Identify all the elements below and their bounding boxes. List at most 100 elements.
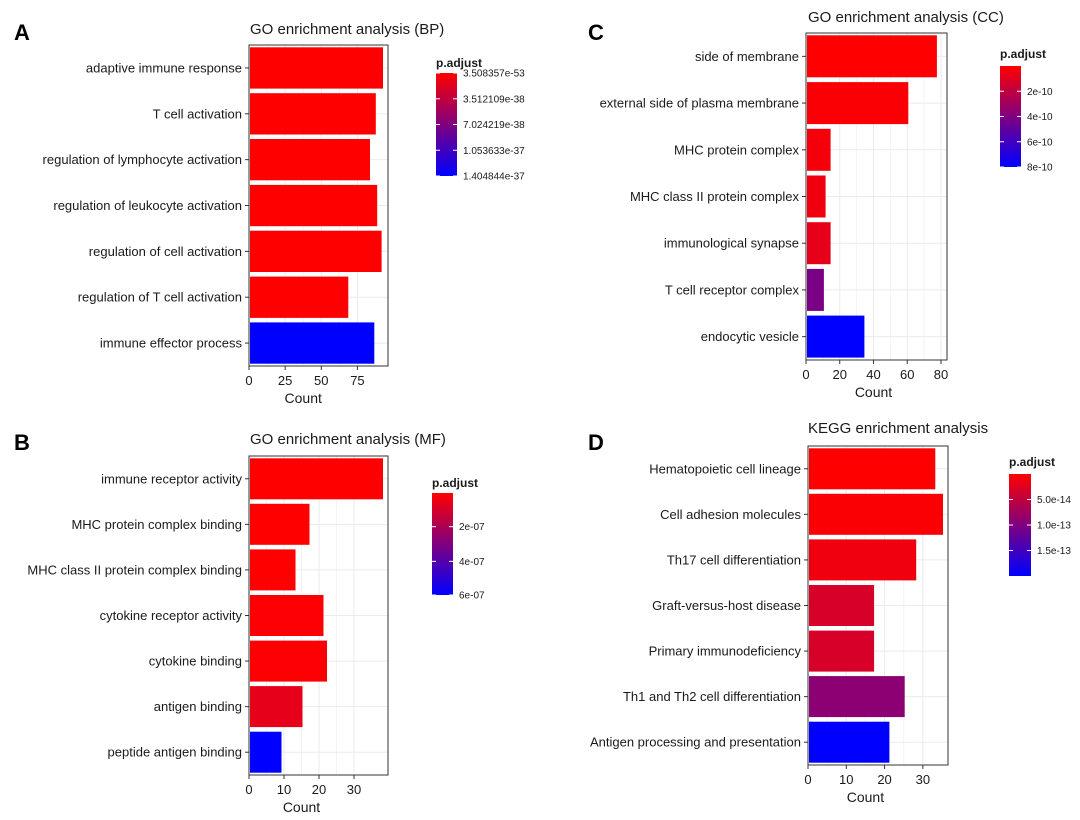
category-label: Primary immunodeficiency — [649, 644, 802, 659]
bar — [250, 47, 383, 89]
bar — [807, 128, 831, 171]
panel-letter-a: A — [14, 20, 30, 45]
panel-letter-c: C — [588, 20, 604, 45]
legend-colorbar — [1000, 66, 1021, 167]
category-label: Graft-versus-host disease — [652, 598, 801, 613]
category-label: endocytic vesicle — [701, 329, 799, 344]
bar — [809, 585, 875, 626]
cc-enrichment-panel: GO enrichment analysis (CC) side of membr… — [600, 9, 1053, 400]
category-label: immune effector process — [100, 336, 243, 351]
legend-tick-label: 1.0e-13 — [1037, 521, 1071, 532]
bar — [807, 268, 824, 311]
category-label: MHC protein complex — [674, 142, 799, 157]
x-tick-label: 20 — [877, 772, 891, 787]
legend-tick-label: 5.0e-14 — [1037, 495, 1071, 506]
bar — [250, 184, 378, 227]
panel-title: GO enrichment analysis (CC) — [808, 9, 1004, 26]
category-label: external side of plasma membrane — [600, 96, 799, 111]
legend-tick-label: 6e-07 — [459, 591, 485, 602]
legend-tick-label: 1.5e-13 — [1037, 546, 1071, 557]
x-tick-label: 0 — [245, 373, 252, 388]
category-label: adaptive immune response — [86, 60, 242, 75]
bar — [807, 222, 831, 265]
x-tick-label: 10 — [277, 782, 291, 797]
x-tick-label: 20 — [833, 367, 847, 382]
bar — [250, 230, 382, 272]
category-label: Cell adhesion molecules — [660, 507, 801, 522]
bar — [250, 503, 310, 545]
panel-title: GO enrichment analysis (BP) — [250, 21, 444, 38]
category-label: T cell receptor complex — [665, 282, 800, 297]
legend-tick-label: 3.512109e-38 — [463, 94, 525, 105]
bar — [250, 322, 375, 364]
bar — [250, 458, 383, 500]
category-label: regulation of cell activation — [89, 244, 242, 259]
category-label: MHC class II protein complex — [630, 189, 800, 204]
x-tick-label: 80 — [934, 367, 948, 382]
bar — [809, 630, 875, 672]
x-axis-title: Count — [847, 789, 884, 805]
legend-tick-label: 4e-07 — [459, 557, 485, 568]
x-tick-label: 10 — [839, 772, 853, 787]
x-axis-title: Count — [285, 390, 322, 406]
category-label: T cell activation — [153, 106, 242, 121]
bar — [807, 35, 937, 78]
category-label: regulation of leukocyte activation — [53, 198, 242, 213]
bar — [250, 549, 296, 591]
category-label: immunological synapse — [664, 236, 799, 251]
x-tick-label: 40 — [866, 367, 880, 382]
panel-letter-d: D — [588, 430, 604, 455]
bar — [809, 493, 943, 535]
x-tick-label: 20 — [312, 782, 326, 797]
legend-title: p.adjust — [1009, 455, 1055, 469]
mf-enrichment-panel: GO enrichment analysis (MF) immune recept… — [27, 431, 485, 815]
category-label: MHC class II protein complex binding — [27, 562, 242, 577]
legend-tick-label: 6e-10 — [1027, 137, 1053, 148]
legend-tick-label: 1.404844e-37 — [463, 172, 525, 183]
category-label: peptide antigen binding — [108, 745, 242, 760]
category-label: regulation of lymphocyte activation — [43, 152, 242, 167]
x-axis-title: Count — [283, 799, 320, 815]
category-label: side of membrane — [695, 49, 799, 64]
category-label: Antigen processing and presentation — [590, 735, 801, 750]
bar — [807, 82, 909, 125]
x-axis-title: Count — [855, 384, 892, 400]
x-tick-label: 60 — [900, 367, 914, 382]
panel-title: KEGG enrichment analysis — [808, 420, 988, 437]
category-label: antigen binding — [154, 699, 242, 714]
bar — [809, 448, 936, 490]
category-label: immune receptor activity — [101, 471, 242, 486]
legend-colorbar — [436, 73, 457, 176]
category-label: MHC protein complex binding — [71, 517, 242, 532]
legend-tick-label: 8e-10 — [1027, 163, 1053, 174]
bar — [250, 93, 376, 135]
legend-tick-label: 2e-10 — [1027, 87, 1053, 98]
x-tick-label: 0 — [802, 367, 809, 382]
x-tick-label: 0 — [245, 782, 252, 797]
bar — [807, 175, 826, 218]
legend-title: p.adjust — [432, 476, 478, 490]
legend-tick-label: 2e-07 — [459, 522, 485, 533]
category-label: regulation of T cell activation — [78, 290, 242, 305]
category-label: Hematopoietic cell lineage — [649, 461, 801, 476]
legend-tick-label: 4e-10 — [1027, 112, 1053, 123]
kegg-enrichment-panel: KEGG enrichment analysis Hematopoietic ce… — [590, 420, 1071, 805]
panel-title: GO enrichment analysis (MF) — [250, 431, 446, 448]
bar — [250, 276, 349, 318]
bp-enrichment-panel: GO enrichment analysis (BP) adaptive immu… — [43, 21, 526, 406]
bar — [250, 731, 282, 773]
bar — [250, 595, 324, 636]
x-tick-label: 25 — [278, 373, 292, 388]
bar — [807, 315, 865, 358]
bar — [809, 539, 917, 581]
x-tick-label: 50 — [314, 373, 328, 388]
legend-title: p.adjust — [436, 56, 482, 70]
category-label: Th1 and Th2 cell differentiation — [623, 689, 801, 704]
legend-colorbar — [1009, 474, 1031, 576]
bar — [809, 676, 905, 718]
legend-tick-label: 1.053633e-37 — [463, 146, 525, 157]
bar — [809, 721, 890, 763]
category-label: Th17 cell differentiation — [667, 552, 801, 567]
legend-colorbar — [432, 493, 453, 595]
legend-title: p.adjust — [1000, 47, 1046, 61]
